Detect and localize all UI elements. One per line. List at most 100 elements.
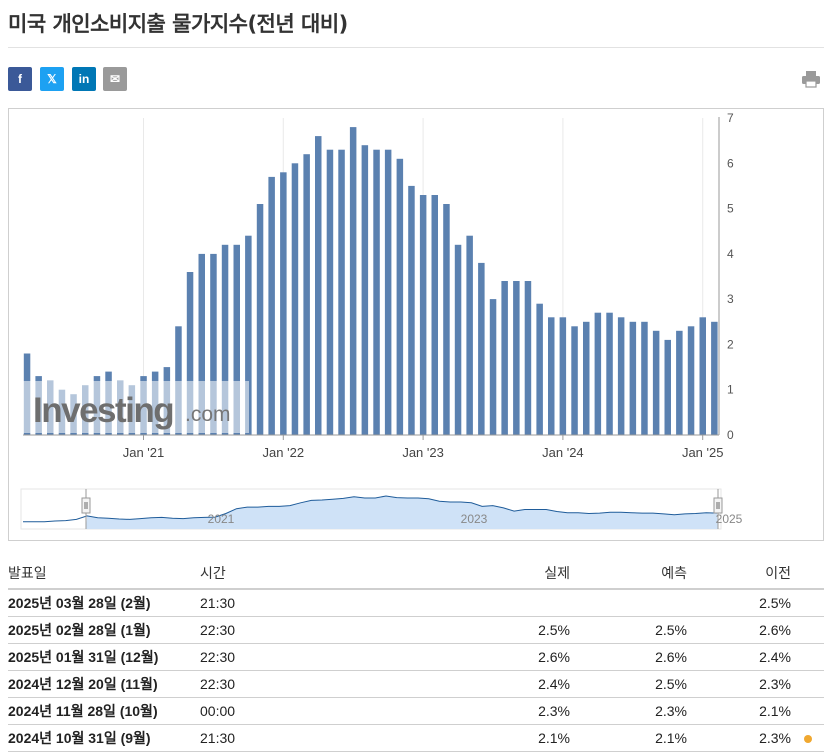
y-tick-label: 1 — [727, 383, 734, 397]
bar[interactable] — [687, 326, 695, 435]
revision-dot-icon — [803, 735, 812, 743]
bar[interactable] — [571, 326, 578, 435]
header-time[interactable]: 시간 — [200, 558, 465, 590]
bar[interactable] — [443, 204, 450, 435]
navigator-label: 2023 — [461, 512, 488, 526]
table-row: 2024년 10월 31일 (9월) 21:30 2.1% 2.1% 2.3% — [8, 724, 824, 752]
pce-bar-chart: Investing .com 0 1 2 3 4 5 6 7 Jan '21 Jan '22 Ja… — [20, 111, 743, 530]
row-forecast: 2.1% — [570, 724, 687, 752]
title-divider — [8, 47, 824, 48]
bar[interactable] — [291, 163, 299, 436]
bar[interactable] — [617, 317, 625, 435]
bar[interactable] — [711, 321, 718, 435]
y-tick-label: 5 — [727, 202, 734, 216]
bar[interactable] — [373, 149, 380, 435]
bar[interactable] — [664, 339, 672, 435]
row-previous: 2.5% — [687, 589, 791, 617]
bar[interactable] — [384, 149, 392, 435]
row-time: 22:30 — [200, 670, 465, 698]
bar[interactable] — [349, 127, 357, 435]
bar[interactable] — [594, 312, 602, 435]
bar[interactable] — [326, 149, 334, 435]
bar[interactable] — [431, 195, 439, 435]
bar[interactable] — [338, 149, 345, 435]
navigator-left-handle[interactable] — [81, 497, 91, 514]
row-forecast: 2.3% — [570, 697, 687, 725]
x-tick-label: Jan '21 — [123, 445, 165, 460]
x-tick-label: Jan '25 — [682, 445, 724, 460]
bar[interactable] — [478, 262, 485, 435]
x-tick-label: Jan '24 — [542, 445, 584, 460]
bar[interactable] — [676, 330, 683, 435]
row-date: 2024년 10월 31일 (9월) — [8, 724, 200, 752]
bar[interactable] — [548, 317, 555, 435]
bar[interactable] — [361, 145, 369, 435]
twitter-share-button[interactable]: 𝕏 — [40, 67, 64, 91]
watermark-brand: Investing — [33, 391, 173, 430]
bar[interactable] — [186, 272, 194, 435]
x-tick-label: Jan '23 — [402, 445, 444, 460]
row-forecast — [570, 589, 687, 617]
page-title: 미국 개인소비지출 물가지수(전년 대비) — [8, 12, 348, 36]
bar[interactable] — [268, 176, 275, 435]
bar[interactable] — [583, 321, 590, 435]
bar[interactable] — [233, 244, 241, 435]
bar[interactable] — [629, 321, 637, 435]
bar[interactable] — [221, 244, 229, 435]
bar[interactable] — [280, 172, 287, 436]
navigator-label: 2025 — [716, 512, 743, 526]
email-share-button[interactable]: ✉ — [103, 67, 127, 91]
bar[interactable] — [652, 330, 660, 435]
table-row: 2025년 01월 31일 (12월) 22:30 2.6% 2.6% 2.4% — [8, 643, 824, 671]
table-row: 2025년 02월 28일 (1월) 22:30 2.5% 2.5% 2.6% — [8, 616, 824, 644]
bar[interactable] — [454, 244, 462, 435]
bar[interactable] — [699, 317, 707, 435]
row-actual — [465, 589, 570, 617]
print-icon[interactable] — [801, 70, 821, 88]
bar[interactable] — [210, 253, 217, 435]
bar[interactable] — [408, 185, 415, 435]
bar[interactable] — [641, 321, 648, 435]
row-time: 21:30 — [200, 589, 465, 617]
bar[interactable] — [315, 136, 322, 435]
bar[interactable] — [303, 154, 310, 435]
row-date: 2025년 02월 28일 (1월) — [8, 616, 200, 644]
bar[interactable] — [536, 303, 543, 435]
row-time: 22:30 — [200, 643, 465, 671]
range-navigator[interactable]: 2021 2023 2025 — [20, 488, 743, 530]
y-tick-label: 2 — [727, 337, 734, 351]
bar[interactable] — [489, 299, 497, 435]
bar[interactable] — [396, 158, 404, 436]
navigator-right-handle[interactable] — [713, 497, 723, 514]
release-history-table: 발표일 시간 실제 예측 이전 2025년 03월 28일 (2월) 21:30… — [8, 558, 824, 752]
row-date: 2025년 01월 31일 (12월) — [8, 643, 200, 671]
bar[interactable] — [606, 312, 613, 435]
bar[interactable] — [466, 235, 473, 435]
y-tick-label: 3 — [727, 292, 734, 306]
x-tick-label: Jan '22 — [263, 445, 305, 460]
table-header-row: 발표일 시간 실제 예측 이전 — [8, 558, 824, 590]
bar[interactable] — [175, 326, 182, 435]
table-row: 2025년 03월 28일 (2월) 21:30 2.5% — [8, 589, 824, 617]
row-previous: 2.6% — [687, 616, 791, 644]
header-forecast[interactable]: 예측 — [570, 558, 687, 590]
bar[interactable] — [245, 235, 252, 435]
y-tick-label: 6 — [727, 156, 734, 170]
bar[interactable] — [256, 204, 264, 435]
row-actual: 2.3% — [465, 697, 570, 725]
bar[interactable] — [198, 253, 206, 435]
bar[interactable] — [559, 317, 567, 435]
chart-container: Investing .com 0 1 2 3 4 5 6 7 Jan '21 Jan '22 Ja… — [8, 108, 824, 541]
bar[interactable] — [501, 281, 508, 435]
header-previous[interactable]: 이전 — [687, 558, 791, 590]
row-forecast: 2.5% — [570, 670, 687, 698]
bar[interactable] — [419, 195, 427, 435]
row-time: 00:00 — [200, 697, 465, 725]
bar[interactable] — [513, 281, 520, 435]
linkedin-share-button[interactable]: in — [72, 67, 96, 91]
row-forecast: 2.6% — [570, 643, 687, 671]
facebook-share-button[interactable]: f — [8, 67, 32, 91]
header-date[interactable]: 발표일 — [8, 558, 200, 590]
header-actual[interactable]: 실제 — [465, 558, 570, 590]
bar[interactable] — [524, 281, 532, 435]
